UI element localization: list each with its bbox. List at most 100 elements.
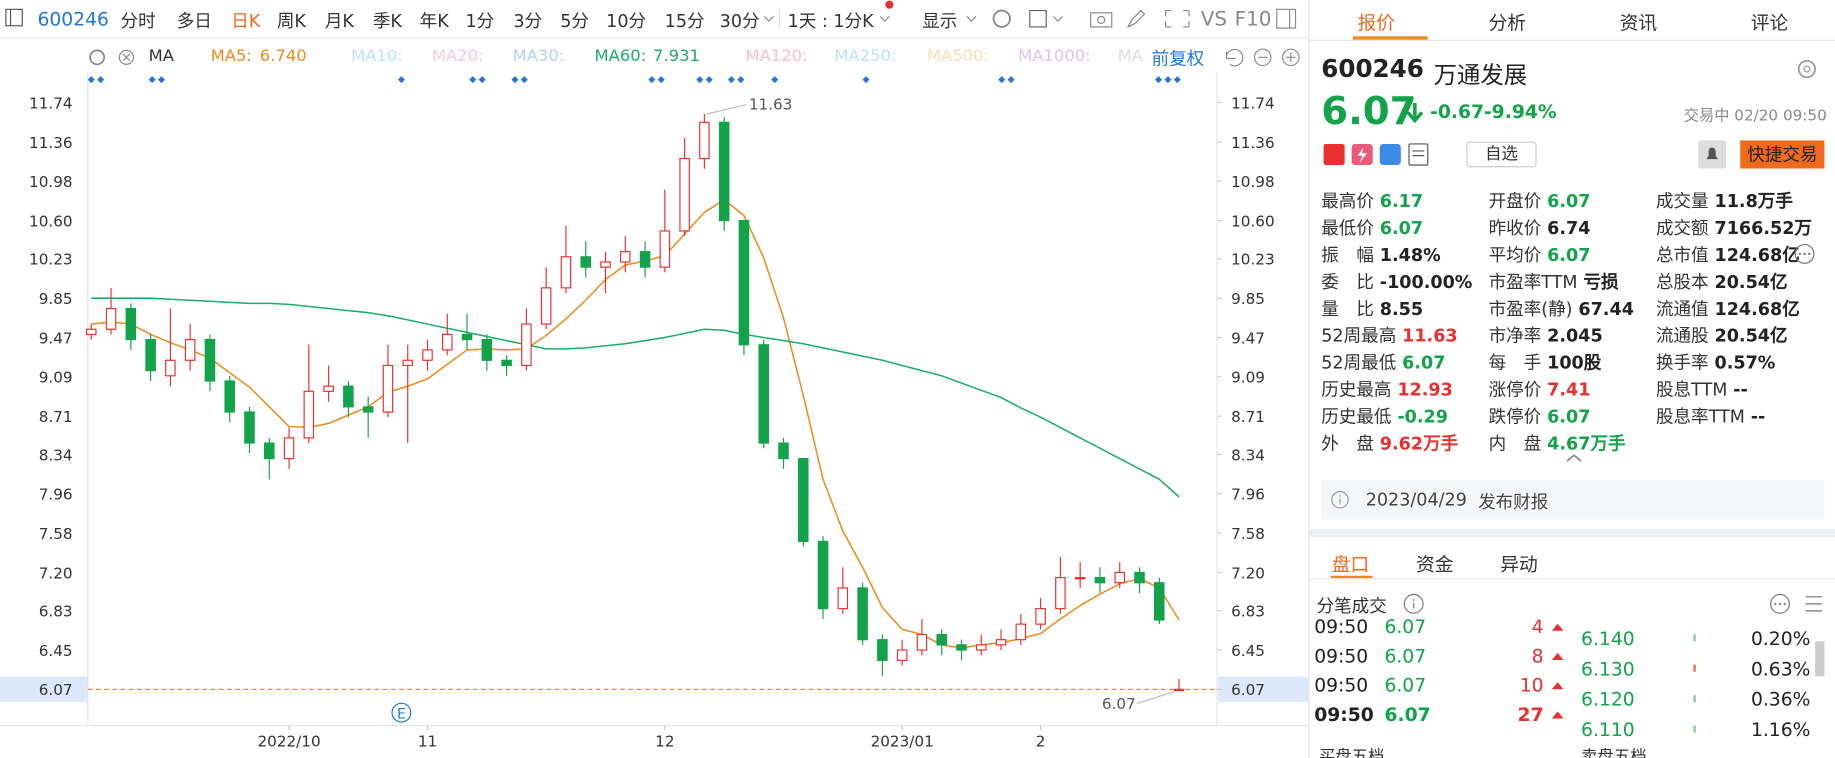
more-icon[interactable]	[1793, 242, 1816, 265]
quote-field: 内 盘 4.67万手	[1489, 431, 1626, 456]
period-tab[interactable]: 多日	[176, 10, 212, 32]
diamond	[771, 76, 779, 84]
range-select[interactable]: 1天 : 1分K	[787, 10, 874, 32]
y-tick-label-right: 11.74	[1231, 94, 1275, 112]
field-label: 最低价	[1321, 217, 1374, 239]
candle-body	[699, 121, 710, 160]
vs-button[interactable]: VS	[1200, 8, 1227, 32]
toolbar: 600246 分时 多日 日K 周K 月K 季K 年K 1分 3分 5分 10分 15分 30分 1天 …	[0, 0, 1309, 39]
legend-icons[interactable]	[87, 47, 140, 68]
candle-body	[204, 339, 216, 382]
sub-tab[interactable]: 异动	[1500, 553, 1538, 576]
chevron	[966, 15, 977, 22]
diamond	[727, 76, 735, 84]
y-tick-label: 7.96	[39, 486, 73, 504]
candle-body	[857, 587, 868, 641]
period-tab[interactable]: 月K	[324, 10, 354, 32]
x-tick-label: 12	[655, 733, 674, 751]
field-value: -100.00%	[1379, 271, 1473, 293]
badge-icons[interactable]	[1321, 142, 1473, 168]
ma-label: MA250:	[834, 46, 897, 66]
menu-icon[interactable]	[5, 8, 24, 27]
panel-tab[interactable]: 分析	[1488, 11, 1527, 34]
diamond	[469, 76, 477, 84]
zoom-icons[interactable]	[1223, 47, 1305, 68]
adjust-button[interactable]: 前复权	[1151, 47, 1205, 70]
quick-trade-button[interactable]: 快捷交易	[1740, 140, 1825, 169]
candle-body	[264, 442, 275, 460]
display-select[interactable]: 显示	[922, 10, 958, 32]
panel-tab[interactable]: 评论	[1750, 11, 1789, 34]
panel-icon[interactable]	[1276, 8, 1297, 29]
trades-info-icon[interactable]	[1403, 593, 1424, 614]
quote-field: 平均价 6.07	[1489, 242, 1591, 267]
settings-icon[interactable]	[1794, 56, 1820, 82]
field-label: 成交额	[1655, 217, 1709, 239]
ma-title: MA	[148, 46, 174, 66]
quote-field: 振 幅 1.48%	[1321, 242, 1440, 267]
field-value: 67.44	[1578, 298, 1634, 320]
ma-value: 7.931	[653, 46, 700, 66]
diamond	[696, 76, 704, 84]
period-tab[interactable]: 10分	[606, 10, 647, 32]
period-tab[interactable]: 季K	[372, 10, 402, 32]
y-tick-label: 8.71	[39, 408, 73, 426]
field-value: 11.63	[1402, 325, 1458, 347]
diamond	[520, 76, 528, 84]
field-value: 124.68亿	[1714, 244, 1800, 266]
candle-body	[817, 540, 829, 610]
field-label: 振 幅	[1321, 244, 1374, 266]
period-tab[interactable]: 日K	[231, 10, 261, 32]
candle-body	[620, 251, 631, 263]
period-tab[interactable]: 分时	[120, 10, 156, 32]
field-label: 股息率TTM	[1655, 406, 1745, 428]
y-tick-label: 7.20	[39, 564, 73, 582]
candle-body	[936, 633, 947, 646]
field-label: 总市值	[1655, 244, 1709, 266]
period-tab[interactable]: 周K	[276, 10, 306, 32]
candle-body	[956, 644, 967, 651]
candle-body	[639, 251, 651, 268]
watch-button[interactable]: 自选	[1466, 141, 1537, 168]
field-label: 最高价	[1321, 190, 1374, 212]
y-tick-label: 11.74	[29, 94, 73, 112]
stock-code[interactable]: 600246	[37, 8, 109, 31]
field-value: 100股	[1547, 352, 1602, 374]
bell-icon[interactable]	[1698, 140, 1727, 169]
f10-button[interactable]: F10	[1234, 8, 1272, 32]
period-tab[interactable]: 3分	[513, 10, 543, 32]
period-tab[interactable]: 30分	[719, 10, 760, 32]
event-label: E	[397, 707, 406, 723]
candle-body	[718, 121, 730, 222]
field-label: 每 手	[1488, 352, 1542, 374]
y-tick-label: 9.85	[39, 290, 73, 308]
sub-tab[interactable]: 盘口	[1331, 553, 1370, 576]
diamond	[657, 76, 665, 84]
level-bar	[1693, 695, 1696, 703]
panel-tab[interactable]: 资讯	[1619, 11, 1658, 34]
candle-body	[837, 587, 849, 610]
field-value: 6.07	[1402, 352, 1446, 374]
period-tab[interactable]: 15分	[664, 10, 705, 32]
level-bar	[1693, 634, 1696, 642]
trades-icons[interactable]	[1768, 592, 1827, 615]
field-label: 市净率	[1488, 325, 1542, 347]
y-tick-label-right: 9.85	[1231, 290, 1265, 308]
trade-time: 09:50	[1314, 644, 1369, 668]
price-highlight-right	[1218, 676, 1309, 703]
y-tick-label: 6.45	[39, 642, 73, 660]
panel-tab[interactable]: 报价	[1357, 11, 1395, 34]
diamond	[478, 76, 486, 84]
price-highlight-left	[0, 676, 88, 703]
period-tab[interactable]: 5分	[560, 10, 589, 32]
collapse-chevron[interactable]	[1565, 452, 1584, 464]
y-tick-label-right: 6.07	[1231, 681, 1265, 699]
sub-tab[interactable]: 资金	[1416, 553, 1454, 576]
field-value: 12.93	[1397, 379, 1453, 401]
period-tab[interactable]: 年K	[419, 10, 449, 32]
ma-value: 6.740	[259, 46, 307, 66]
event-circle	[391, 702, 412, 723]
y-tick-label-right: 7.96	[1231, 486, 1265, 504]
period-tab[interactable]: 1分	[465, 10, 495, 32]
candle-body	[283, 437, 295, 460]
